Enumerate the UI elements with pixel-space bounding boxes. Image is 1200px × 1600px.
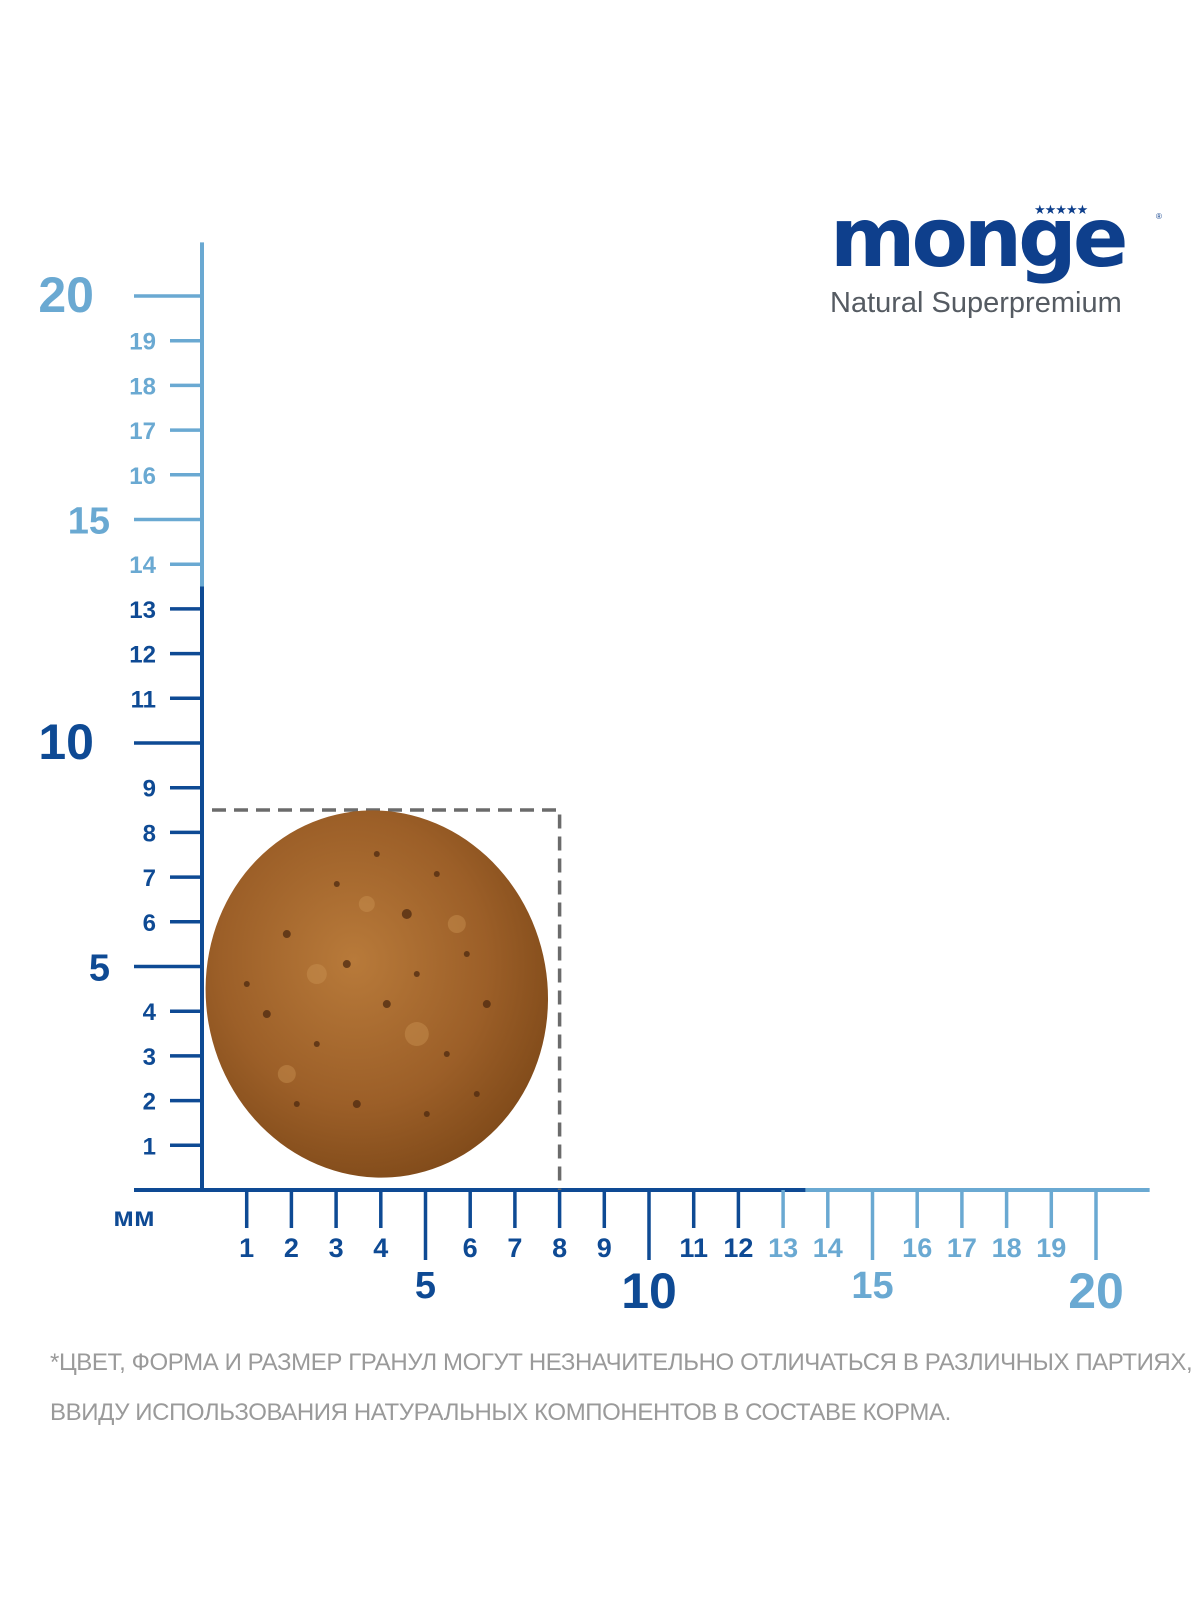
y-tick-label-3: 3	[143, 1044, 156, 1071]
x-tick-label-3: 3	[329, 1233, 344, 1263]
x-tick-label-20: 20	[1068, 1263, 1124, 1319]
kibble-speckle	[443, 1051, 450, 1058]
y-tick-label-7: 7	[143, 865, 156, 892]
logo-tagline: Natural Superpremium	[830, 287, 1122, 319]
y-tick-label-13: 13	[129, 597, 156, 624]
kibble-speckle	[333, 881, 340, 888]
y-tick-label-11: 11	[131, 686, 156, 713]
x-tick-label-2: 2	[284, 1233, 299, 1263]
disclaimer: *ЦВЕТ, ФОРМА И РАЗМЕР ГРАНУЛ МОГУТ НЕЗНА…	[50, 1338, 1193, 1438]
kibble-speckle	[352, 1100, 361, 1109]
y-tick-label-14: 14	[129, 552, 156, 579]
x-tick-label-5: 5	[415, 1265, 436, 1307]
kibble-highlight	[277, 1065, 296, 1084]
y-tick-label-2: 2	[143, 1089, 156, 1116]
kibble-highlight	[306, 964, 327, 985]
x-tick-label-12: 12	[723, 1233, 753, 1263]
y-tick-label-16: 16	[129, 463, 156, 490]
kibble-speckle	[482, 1000, 491, 1009]
y-tick-label-9: 9	[143, 776, 156, 803]
y-tick-label-15: 15	[68, 501, 110, 543]
kibble-speckle	[313, 1041, 320, 1048]
y-tick-label-6: 6	[143, 910, 156, 937]
x-tick-label-8: 8	[552, 1233, 567, 1263]
x-tick-label-15: 15	[851, 1265, 893, 1307]
disclaimer-line-1: *ЦВЕТ, ФОРМА И РАЗМЕР ГРАНУЛ МОГУТ НЕЗНА…	[50, 1349, 1193, 1376]
y-tick-label-10: 10	[38, 714, 94, 770]
kibble-speckle	[262, 1010, 271, 1019]
unit-label: мм	[113, 1201, 154, 1232]
x-tick-label-19: 19	[1036, 1233, 1066, 1263]
kibble-speckle	[382, 1000, 391, 1009]
kibble-speckle	[342, 960, 351, 969]
x-tick-label-7: 7	[507, 1233, 522, 1263]
kibble-speckle	[293, 1101, 300, 1108]
x-tick-label-17: 17	[947, 1233, 977, 1263]
kibble-speckle	[413, 971, 420, 978]
y-tick-label-17: 17	[129, 418, 156, 445]
x-tick-label-10: 10	[621, 1263, 677, 1319]
y-tick-label-4: 4	[143, 999, 157, 1026]
kibble-pellet	[205, 810, 549, 1178]
kibble-speckle	[473, 1091, 480, 1098]
x-tick-label-13: 13	[768, 1233, 798, 1263]
kibble-speckle	[433, 871, 440, 878]
monge-logo: monge ★★★★★ ® Natural Superpremium	[830, 196, 1170, 326]
registered-mark: ®	[1156, 212, 1162, 221]
kibble-speckle	[401, 909, 412, 920]
x-tick-label-1: 1	[239, 1233, 254, 1263]
kibble-speckle	[282, 930, 291, 939]
kibble-highlight	[447, 915, 466, 934]
y-tick-label-12: 12	[129, 642, 156, 669]
y-tick-label-5: 5	[89, 948, 110, 990]
y-tick-label-20: 20	[38, 267, 94, 323]
x-tick-label-11: 11	[679, 1233, 708, 1263]
y-tick-label-8: 8	[143, 820, 156, 847]
kibble-bounding-box	[212, 808, 562, 1190]
x-tick-label-9: 9	[597, 1233, 612, 1263]
kibble-sample	[205, 808, 562, 1190]
y-tick-label-18: 18	[129, 373, 156, 400]
x-tick-label-14: 14	[813, 1233, 843, 1263]
x-tick-label-4: 4	[373, 1233, 388, 1263]
kibble-highlight	[404, 1022, 429, 1047]
y-tick-label-19: 19	[129, 329, 156, 356]
kibble-speckle	[243, 981, 250, 988]
x-tick-label-16: 16	[902, 1233, 932, 1263]
kibble-speckle	[373, 851, 380, 858]
x-tick-label-6: 6	[463, 1233, 478, 1263]
kibble-speckle	[463, 951, 470, 958]
x-tick-label-18: 18	[992, 1233, 1022, 1263]
kibble-speckle	[423, 1111, 430, 1118]
logo-stars: ★★★★★	[1034, 202, 1088, 217]
disclaimer-line-2: ВВИДУ ИСПОЛЬЗОВАНИЯ НАТУРАЛЬНЫХ КОМПОНЕН…	[50, 1399, 951, 1426]
kibble-highlight	[358, 896, 375, 913]
logo-wordmark: monge	[830, 191, 1128, 286]
y-tick-label-1: 1	[143, 1133, 156, 1160]
